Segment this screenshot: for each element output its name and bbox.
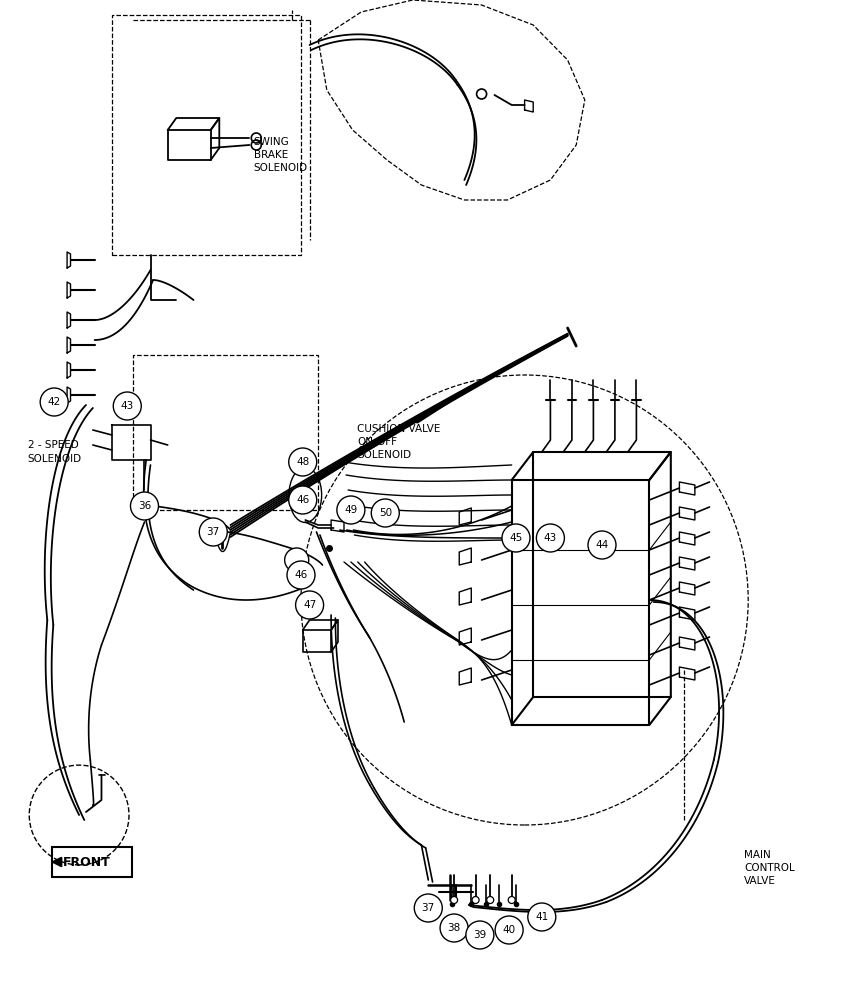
Circle shape [466,921,494,949]
Text: 43: 43 [544,533,557,543]
Text: 48: 48 [296,457,310,467]
Text: 50: 50 [378,508,392,518]
Text: 46: 46 [296,495,310,505]
Text: FRONT: FRONT [63,856,111,868]
Text: 44: 44 [595,540,609,550]
Circle shape [508,896,515,904]
Text: 2 - SPEED
SOLENOID: 2 - SPEED SOLENOID [28,440,82,464]
Circle shape [289,448,316,476]
Circle shape [131,492,158,520]
Circle shape [502,524,530,552]
Circle shape [472,896,479,904]
Circle shape [537,524,564,552]
Text: CUSHION VALVE
ON-OFF
SOLENOID: CUSHION VALVE ON-OFF SOLENOID [357,424,440,460]
Text: MAIN
CONTROL
VALVE: MAIN CONTROL VALVE [744,850,795,886]
Text: 49: 49 [344,505,358,515]
Circle shape [372,499,399,527]
Circle shape [588,531,616,559]
Text: 41: 41 [535,912,549,922]
Circle shape [285,548,309,572]
Circle shape [451,896,458,904]
Text: 37: 37 [206,527,220,537]
Circle shape [487,896,494,904]
Circle shape [337,496,365,524]
Text: 38: 38 [447,923,461,933]
Circle shape [287,561,315,589]
Circle shape [440,914,468,942]
Circle shape [114,392,141,420]
Bar [112,15,301,255]
Text: 42: 42 [47,397,61,407]
Circle shape [415,894,442,922]
Circle shape [296,591,323,619]
Text: SWING
BRAKE
SOLENOID: SWING BRAKE SOLENOID [254,137,308,173]
Circle shape [528,903,556,931]
Text: 37: 37 [421,903,435,913]
Text: 36: 36 [138,501,151,511]
Circle shape [200,518,227,546]
Bar [133,355,318,510]
Text: 46: 46 [294,570,308,580]
Text: 43: 43 [120,401,134,411]
Circle shape [40,388,68,416]
Text: 39: 39 [473,930,487,940]
Bar [52,847,132,877]
Circle shape [495,916,523,944]
Circle shape [289,486,316,514]
Text: 47: 47 [303,600,316,610]
Text: 45: 45 [509,533,523,543]
Text: 40: 40 [502,925,516,935]
